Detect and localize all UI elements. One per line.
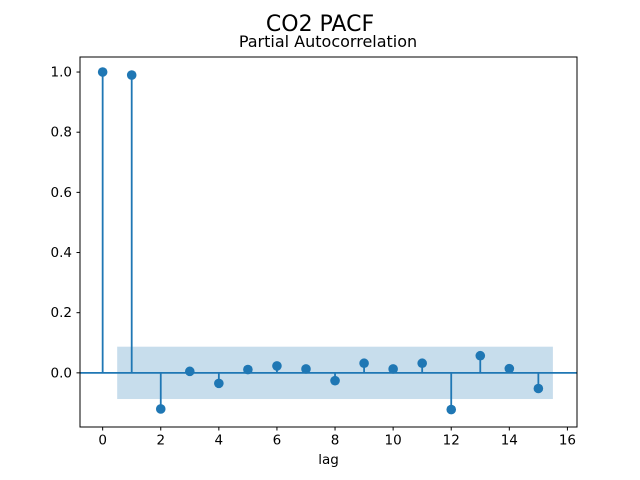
x-tick-label-12: 12 — [443, 433, 460, 449]
x-tick-label-0: 0 — [98, 433, 107, 449]
x-tick-label-4: 4 — [215, 433, 224, 449]
marker-lag-14 — [504, 363, 515, 374]
marker-lag-9 — [359, 358, 369, 369]
chart-subtitle: Partial Autocorrelation — [239, 32, 417, 51]
axes-frame — [79, 56, 578, 428]
stem-series-layer — [80, 67, 577, 415]
marker-lag-13 — [475, 350, 486, 361]
y-tick-label-0.6: 0.6 — [51, 185, 72, 201]
y-tick-label-0: 0.0 — [51, 365, 72, 381]
axes-layer — [79, 56, 578, 428]
x-tick-label-16: 16 — [559, 433, 576, 449]
marker-lag-0 — [97, 67, 108, 77]
marker-lag-1 — [126, 70, 137, 80]
x-tick-label-14: 14 — [501, 433, 518, 449]
marker-lag-15 — [533, 383, 544, 394]
marker-lag-12 — [446, 404, 457, 415]
x-tick-label-10: 10 — [385, 433, 402, 449]
x-axis-label: lag — [318, 452, 339, 468]
y-tick-label-1: 1.0 — [51, 65, 72, 81]
marker-lag-7 — [301, 364, 311, 374]
marker-lag-5 — [243, 364, 253, 375]
chart-title: CO2 PACF — [266, 12, 374, 37]
marker-lag-11 — [417, 358, 427, 369]
marker-lag-10 — [388, 364, 398, 374]
x-tick-label-2: 2 — [156, 433, 165, 449]
x-tick-label-8: 8 — [331, 433, 340, 449]
y-tick-label-0.4: 0.4 — [51, 245, 72, 261]
marker-lag-4 — [214, 378, 224, 389]
x-tick-label-6: 6 — [273, 433, 282, 449]
marker-lag-3 — [184, 366, 195, 377]
marker-lag-8 — [330, 375, 340, 386]
y-tick-label-0.8: 0.8 — [51, 125, 72, 141]
marker-lag-6 — [272, 361, 282, 371]
tick-layer: 0 2 4 6 8 10 12 14 16 0.0 0.2 0.4 0.6 0.8 1.0 — [51, 65, 576, 449]
marker-lag-2 — [155, 404, 166, 414]
y-tick-label-0.2: 0.2 — [51, 305, 72, 321]
